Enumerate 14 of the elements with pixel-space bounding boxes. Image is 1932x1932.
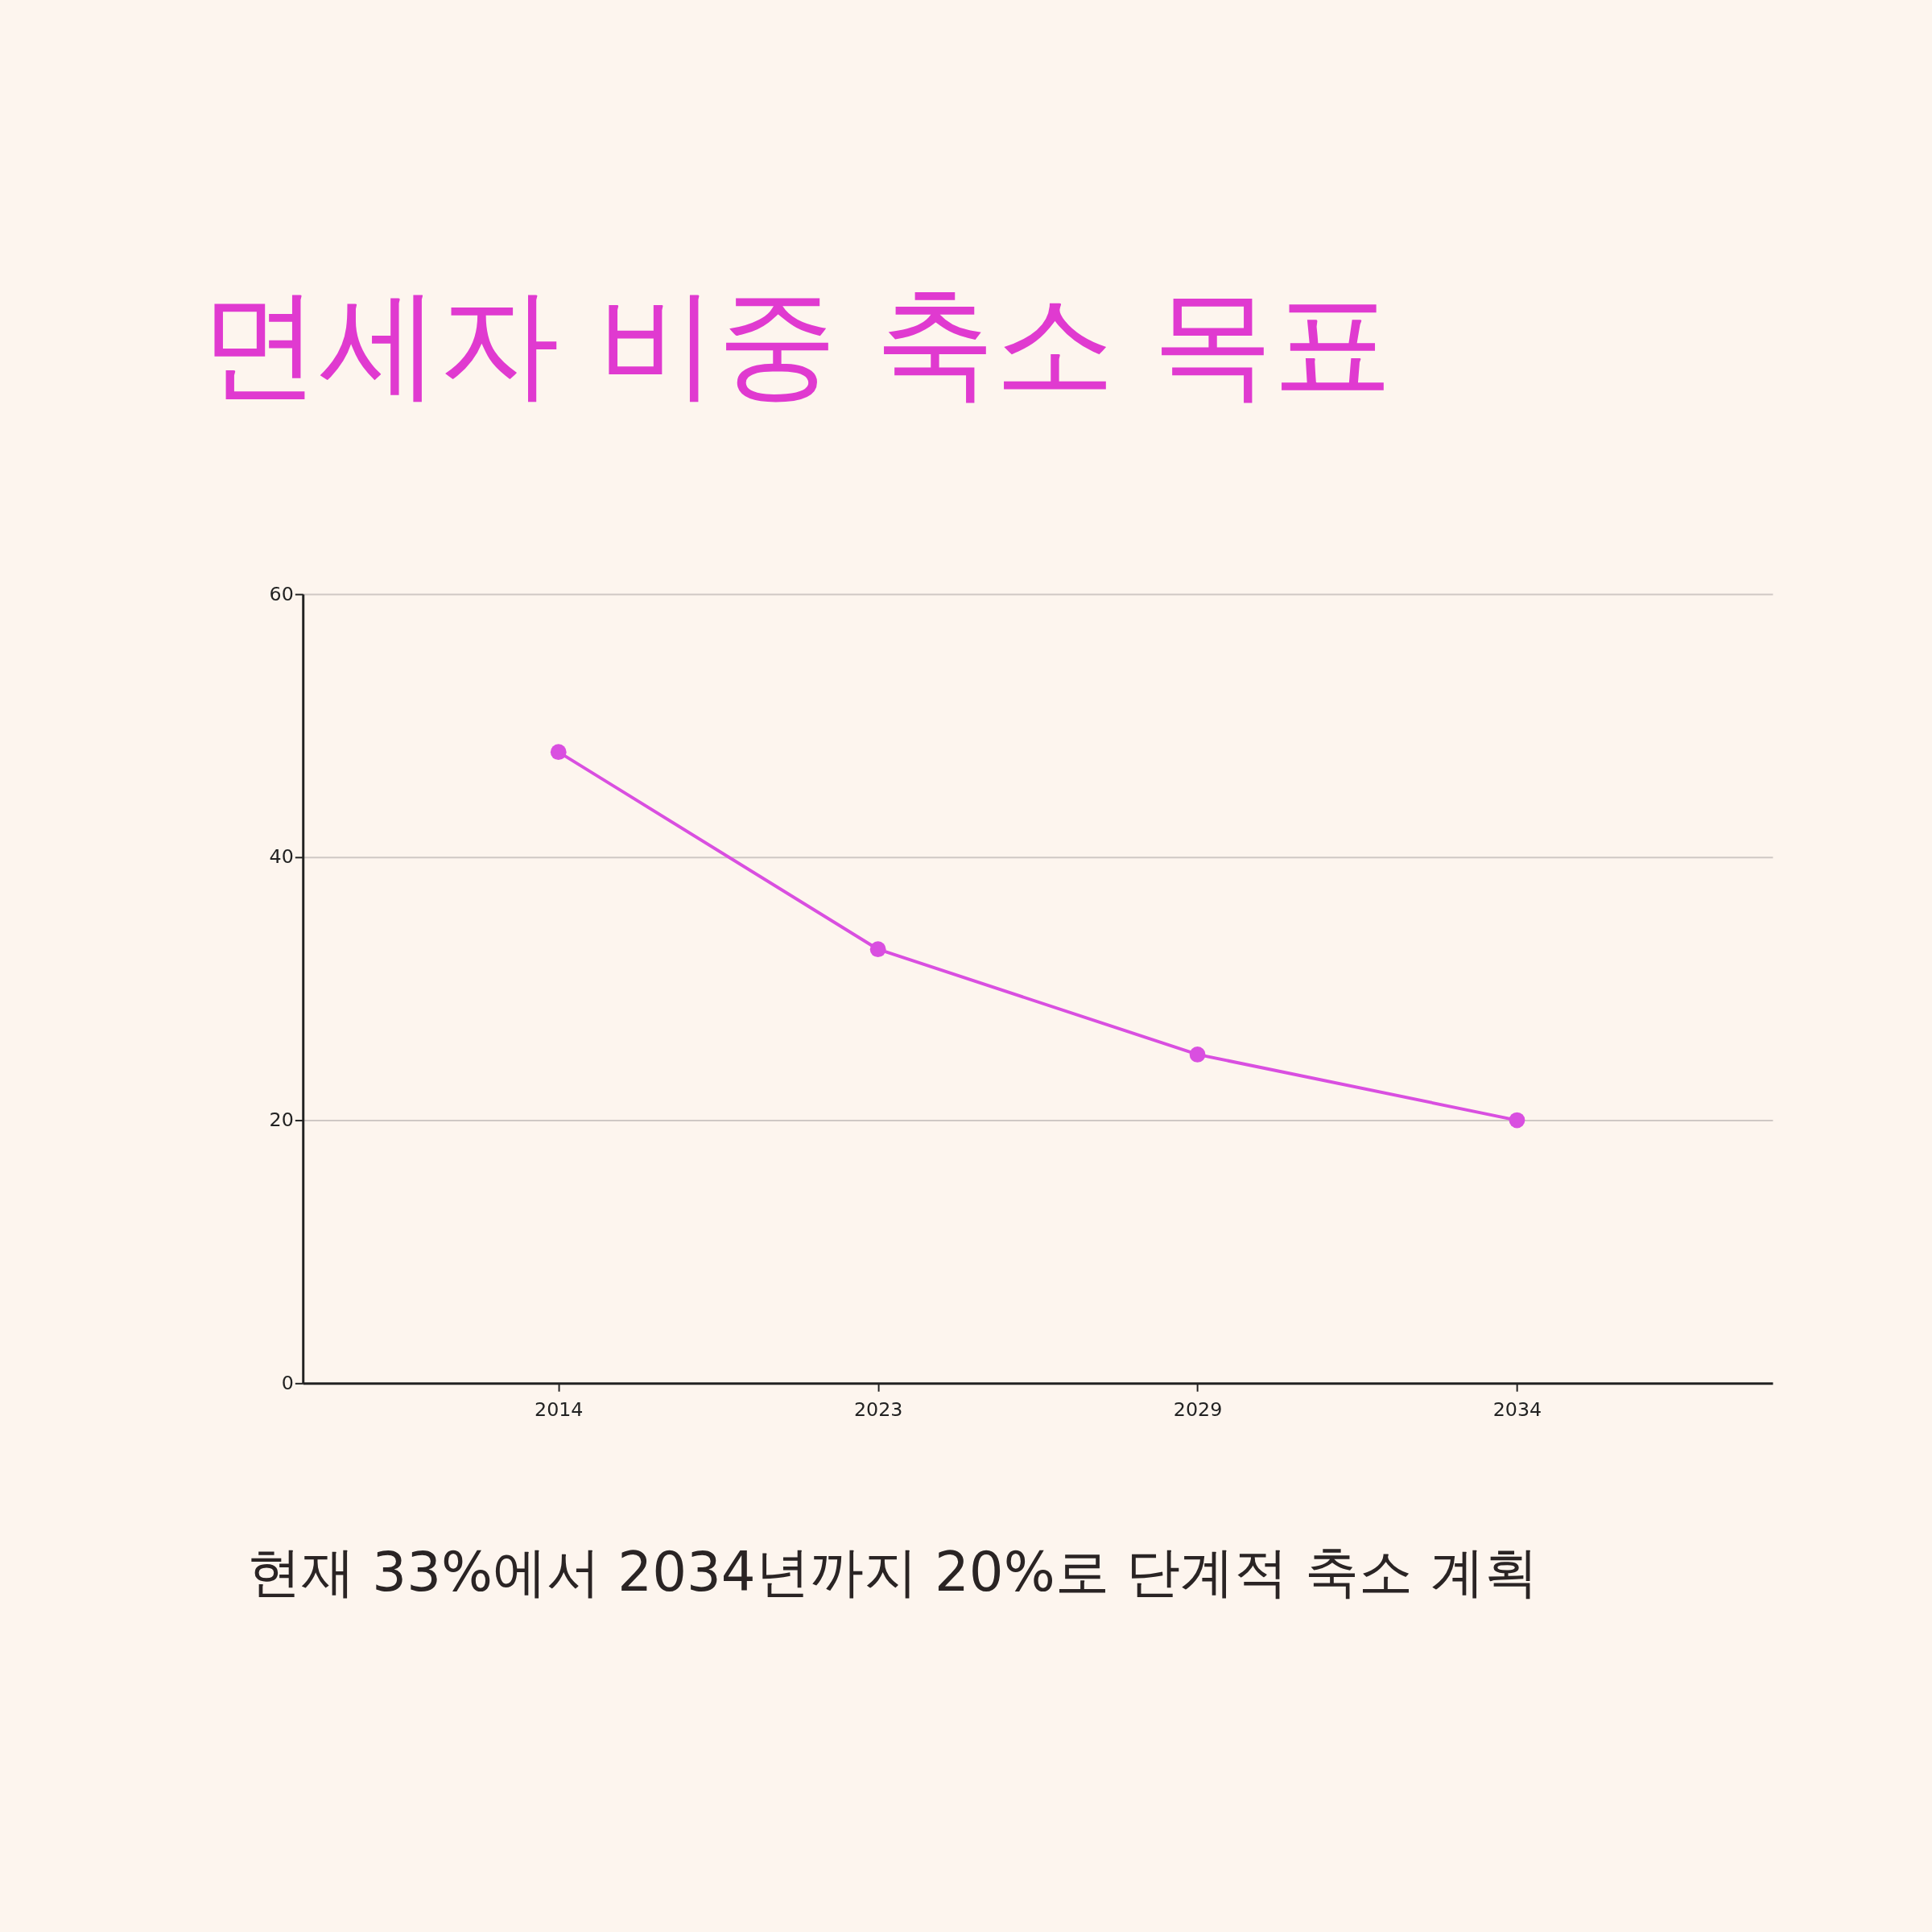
- x-tick-label: 2023: [853, 1398, 903, 1422]
- y-tick-label: 20: [269, 1108, 294, 1131]
- y-tick-label: 0: [281, 1371, 294, 1394]
- text: 현재 33%에서 2034년까지 20%로 단계적 축소 계획: [246, 1540, 1538, 1604]
- x-tick-label: 2014: [535, 1398, 584, 1422]
- point: [1189, 1046, 1206, 1063]
- y-tick-label: 40: [269, 845, 294, 869]
- point: [869, 941, 886, 958]
- x-tick-label: 2029: [1173, 1398, 1223, 1422]
- point: [550, 744, 567, 761]
- point: [1509, 1112, 1525, 1129]
- y-tick-label: 60: [269, 582, 294, 605]
- x-tick-label: 2034: [1492, 1398, 1542, 1422]
- chart-title: 면세자 비중 축소 목표: [199, 273, 1393, 413]
